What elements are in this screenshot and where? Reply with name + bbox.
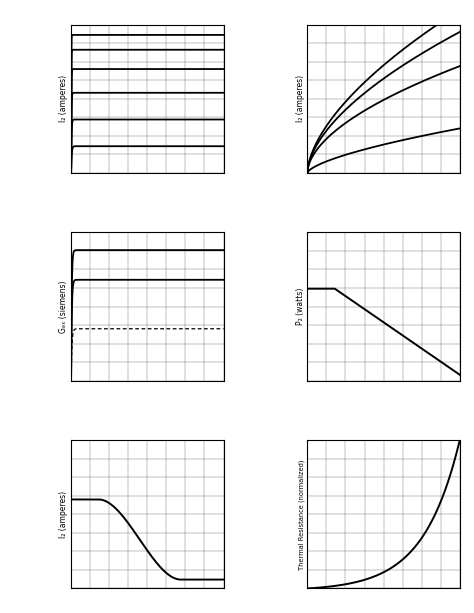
Y-axis label: I₂ (amperes): I₂ (amperes): [59, 75, 68, 122]
Y-axis label: I₂ (amperes): I₂ (amperes): [59, 491, 68, 538]
Y-axis label: I₂ (amperes): I₂ (amperes): [296, 75, 305, 122]
Y-axis label: Gₔₓ (siemens): Gₔₓ (siemens): [59, 280, 68, 333]
Y-axis label: P₂ (watts): P₂ (watts): [296, 288, 305, 325]
Y-axis label: Thermal Resistance (normalized): Thermal Resistance (normalized): [298, 459, 305, 569]
